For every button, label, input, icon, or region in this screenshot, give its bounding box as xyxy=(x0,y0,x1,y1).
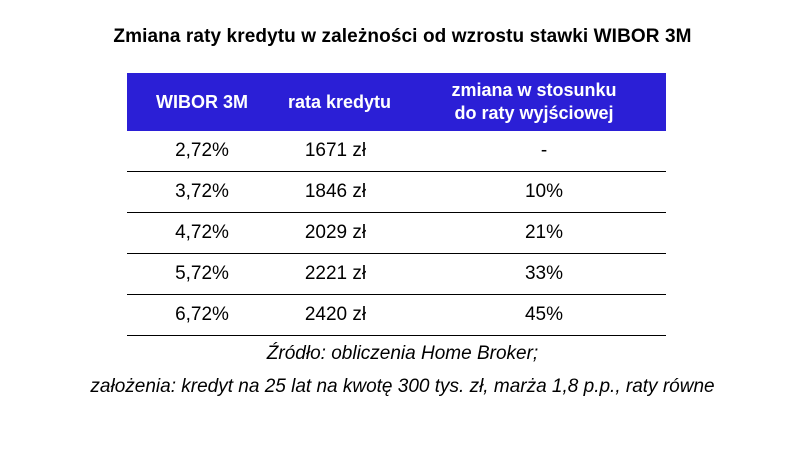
cell-rate: 1671 zł xyxy=(277,131,402,172)
cell-change: 10% xyxy=(402,172,666,213)
table-body: 2,72% 1671 zł - 3,72% 1846 zł 10% 4,72% … xyxy=(127,131,666,336)
cell-change: 45% xyxy=(402,295,666,336)
cell-rate: 1846 zł xyxy=(277,172,402,213)
table-row: 2,72% 1671 zł - xyxy=(127,131,666,172)
assumptions-note: założenia: kredyt na 25 lat na kwotę 300… xyxy=(0,376,805,398)
cell-change: 21% xyxy=(402,213,666,254)
cell-wibor: 2,72% xyxy=(127,131,277,172)
table-row: 3,72% 1846 zł 10% xyxy=(127,172,666,213)
cell-wibor: 3,72% xyxy=(127,172,277,213)
source-note: Źródło: obliczenia Home Broker; xyxy=(0,343,805,365)
header-wibor: WIBOR 3M xyxy=(127,73,277,131)
cell-rate: 2029 zł xyxy=(277,213,402,254)
cell-change: 33% xyxy=(402,254,666,295)
header-change-line2: do raty wyjściowej xyxy=(402,102,666,125)
header-rate: rata kredytu xyxy=(277,73,402,131)
cell-wibor: 5,72% xyxy=(127,254,277,295)
page-title: Zmiana raty kredytu w zależności od wzro… xyxy=(0,26,805,48)
table-header: WIBOR 3M rata kredytu zmiana w stosunku … xyxy=(127,73,666,131)
table-row: 6,72% 2420 zł 45% xyxy=(127,295,666,336)
table-header-row: WIBOR 3M rata kredytu zmiana w stosunku … xyxy=(127,73,666,131)
table-row: 5,72% 2221 zł 33% xyxy=(127,254,666,295)
cell-rate: 2420 zł xyxy=(277,295,402,336)
header-change-line1: zmiana w stosunku xyxy=(402,79,666,102)
cell-wibor: 4,72% xyxy=(127,213,277,254)
wibor-rate-table: WIBOR 3M rata kredytu zmiana w stosunku … xyxy=(127,73,666,336)
cell-rate: 2221 zł xyxy=(277,254,402,295)
cell-change: - xyxy=(402,131,666,172)
header-change: zmiana w stosunku do raty wyjściowej xyxy=(402,73,666,131)
cell-wibor: 6,72% xyxy=(127,295,277,336)
table-row: 4,72% 2029 zł 21% xyxy=(127,213,666,254)
